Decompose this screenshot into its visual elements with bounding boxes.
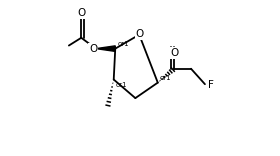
Text: O: O xyxy=(170,48,178,58)
Text: F: F xyxy=(208,80,214,90)
Text: or1: or1 xyxy=(160,75,172,81)
Text: O: O xyxy=(89,44,97,54)
Text: O: O xyxy=(77,8,85,18)
Polygon shape xyxy=(96,46,115,51)
Text: or1: or1 xyxy=(118,41,129,47)
Text: or1: or1 xyxy=(116,82,128,88)
Text: O: O xyxy=(136,29,144,39)
